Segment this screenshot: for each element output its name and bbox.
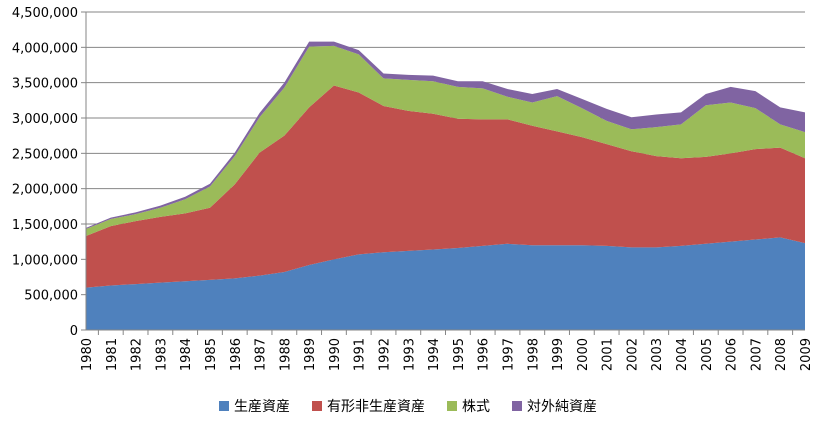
y-tick-label: 500,000 xyxy=(24,289,78,304)
x-tick-label: 1996 xyxy=(477,338,492,371)
x-tick-label: 1989 xyxy=(303,338,318,371)
y-tick-labels: 0 500,000 1,000,000 1,500,000 2,000,000 2,500… xyxy=(12,6,78,339)
legend-label: 有形非生産資産 xyxy=(327,399,425,415)
area-series-3 xyxy=(86,41,805,229)
legend-label: 株式 xyxy=(462,399,490,415)
legend-item: 株式 xyxy=(447,396,490,416)
y-tick-label: 4,500,000 xyxy=(12,6,78,21)
legend-swatch xyxy=(447,401,457,411)
y-tick-label: 3,000,000 xyxy=(12,112,78,127)
x-tick-label: 1988 xyxy=(278,338,293,371)
area-series-1 xyxy=(86,85,805,288)
x-tick-label: 2002 xyxy=(625,338,640,371)
x-tick-label: 1990 xyxy=(328,338,343,371)
x-tick-label: 1992 xyxy=(378,338,393,371)
legend-swatch xyxy=(512,401,522,411)
x-tick-label: 2005 xyxy=(700,338,715,371)
x-tick-label: 2003 xyxy=(650,338,665,371)
y-tick-label: 2,000,000 xyxy=(12,183,78,198)
legend-swatch xyxy=(312,401,322,411)
x-tick-label: 1987 xyxy=(254,338,269,371)
legend-label: 対外純資産 xyxy=(527,399,597,415)
x-tick-label: 1995 xyxy=(452,338,467,371)
x-tick-label: 1997 xyxy=(501,338,516,371)
legend-item: 対外純資産 xyxy=(512,396,597,416)
y-tick-label: 3,500,000 xyxy=(12,77,78,92)
x-tick-label: 2004 xyxy=(675,338,690,371)
y-tick-label: 1,500,000 xyxy=(12,218,78,233)
area-series-2 xyxy=(86,45,805,237)
x-tick-label: 1984 xyxy=(179,338,194,371)
legend-swatch xyxy=(219,401,229,411)
legend: 生産資産 有形非生産資産 株式 対外純資産 xyxy=(0,396,816,416)
legend-item: 生産資産 xyxy=(219,396,290,416)
series-areas xyxy=(86,41,805,330)
area-series-0 xyxy=(86,237,805,330)
x-tick-label: 2009 xyxy=(799,338,814,371)
legend-label: 生産資産 xyxy=(234,399,290,415)
x-tick-label: 1998 xyxy=(526,338,541,371)
y-tick-label: 2,500,000 xyxy=(12,147,78,162)
x-tick-label: 2000 xyxy=(576,338,591,371)
x-tick-label: 1982 xyxy=(130,338,145,371)
x-tick-label: 1985 xyxy=(204,338,219,371)
y-tick-label: 4,000,000 xyxy=(12,41,78,56)
x-tick-label: 1986 xyxy=(229,338,244,371)
x-tick-label: 1983 xyxy=(154,338,169,371)
x-tick-label: 1999 xyxy=(551,338,566,371)
x-tick-label: 1991 xyxy=(353,338,368,371)
axes xyxy=(81,11,805,335)
x-tick-label: 1993 xyxy=(402,338,417,371)
legend-item: 有形非生産資産 xyxy=(312,396,425,416)
x-tick-labels: 1980 1981 1982 1983 1984 1985 1986 1987 1988 1989… xyxy=(80,338,814,371)
y-tick-label: 1,000,000 xyxy=(12,253,78,268)
x-tick-label: 2007 xyxy=(749,338,764,371)
y-tick-label: 0 xyxy=(70,324,78,339)
x-tick-label: 2008 xyxy=(774,338,789,371)
x-tick-label: 1981 xyxy=(105,338,120,371)
x-tick-label: 1980 xyxy=(80,338,95,371)
x-tick-label: 2001 xyxy=(601,338,616,371)
x-tick-label: 1994 xyxy=(427,338,442,371)
x-tick-label: 2006 xyxy=(725,338,740,371)
